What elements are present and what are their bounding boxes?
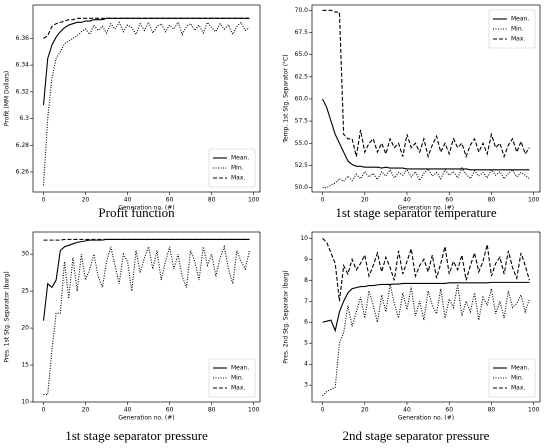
y-axis-label: Pres. 1st Stg. Separator (barg) <box>4 271 11 362</box>
x-tick-label: 80 <box>488 407 496 414</box>
legend-label: Mean. <box>231 365 249 372</box>
y-tick-label: 20 <box>21 325 29 332</box>
y-tick-label: 10 <box>21 399 29 406</box>
series-line <box>43 17 250 39</box>
y-tick-label: 70.0 <box>295 7 309 14</box>
y-tick-label: 4 <box>304 361 308 368</box>
x-tick-label: 20 <box>361 407 369 414</box>
series-line <box>322 284 530 397</box>
x-tick-label: 0 <box>42 197 46 204</box>
y-tick-label: 52.5 <box>295 162 309 169</box>
x-axis-label: Generation no. (#) <box>398 205 454 212</box>
y-tick-label: 3 <box>304 382 308 389</box>
legend-label: Max. <box>511 36 525 43</box>
legend-label: Mean. <box>511 365 529 372</box>
x-tick-label: 60 <box>445 407 453 414</box>
x-tick-label: 20 <box>361 197 369 204</box>
caption: 1st stage separator temperature <box>335 205 497 220</box>
x-tick-label: 0 <box>321 197 325 204</box>
x-tick-label: 40 <box>124 197 132 204</box>
x-tick-label: 40 <box>124 407 132 414</box>
x-tick-label: 100 <box>248 407 260 414</box>
x-tick-label: 60 <box>166 407 174 414</box>
x-tick-label: 0 <box>321 407 325 414</box>
y-axis-label: Temp. 1st Stg. Separator (°C) <box>283 54 290 143</box>
x-tick-label: 60 <box>166 197 174 204</box>
series-line <box>322 98 530 171</box>
series-line <box>43 238 250 241</box>
caption: Profit function <box>98 205 175 220</box>
x-axis-label: Generation no. (#) <box>398 415 454 422</box>
caption: 2nd stage separator pressure <box>343 428 490 443</box>
x-axis-label: Generation no. (#) <box>118 415 174 422</box>
subplot: 0 20 40 60 80 100 6.26 6.28 6.3 6.32 6.34 6.36 Gener… <box>4 4 261 220</box>
x-tick-label: 80 <box>208 197 216 204</box>
legend-label: Max. <box>511 385 525 392</box>
x-axis-label: Generation no. (#) <box>118 205 174 212</box>
legend-label: Max. <box>231 385 245 392</box>
y-tick-label: 57.5 <box>295 118 309 125</box>
x-tick-label: 40 <box>403 407 411 414</box>
y-tick-label: 60.0 <box>295 95 309 102</box>
series-line <box>42 21 250 186</box>
y-tick-label: 62.5 <box>295 73 309 80</box>
legend-label: Min. <box>511 26 524 33</box>
legend-label: Max. <box>231 175 245 182</box>
subplot: 0 20 40 60 80 100 10 15 20 25 30 Generation no. (#)… <box>4 231 261 443</box>
y-tick-label: 6.26 <box>16 168 30 175</box>
legend-label: Min. <box>511 375 524 382</box>
x-tick-label: 100 <box>528 407 540 414</box>
y-tick-label: 6 <box>304 319 308 326</box>
series-line <box>322 166 530 189</box>
y-tick-label: 15 <box>21 362 29 369</box>
y-tick-label: 10 <box>300 235 308 242</box>
y-tick-label: 9 <box>304 256 308 263</box>
series-line <box>42 17 250 106</box>
legend-label: Mean. <box>511 16 529 23</box>
x-tick-label: 40 <box>403 197 411 204</box>
y-tick-label: 6.32 <box>16 88 30 95</box>
y-axis-label: Pres. 2nd Stg. Separator (barg) <box>283 270 290 363</box>
y-axis-label: Profit (MM Dollars) <box>4 71 11 126</box>
series-line <box>322 9 530 159</box>
plot-frame <box>32 231 261 403</box>
plot-frame <box>311 231 541 403</box>
y-tick-label: 30 <box>21 251 29 258</box>
plot-frame <box>32 4 261 193</box>
series-line <box>42 238 250 321</box>
x-tick-label: 0 <box>42 407 46 414</box>
series-line <box>322 237 530 302</box>
legend-label: Mean. <box>231 155 249 162</box>
x-tick-label: 80 <box>488 197 496 204</box>
subplot: 0 20 40 60 80 100 3 4 5 6 7 8 9 10 Generation no. (#) P… <box>283 231 541 443</box>
y-tick-label: 6.28 <box>16 142 30 149</box>
y-tick-label: 65.0 <box>295 51 309 58</box>
y-tick-label: 7 <box>304 298 308 305</box>
x-tick-label: 60 <box>445 197 453 204</box>
x-tick-label: 100 <box>248 197 260 204</box>
x-tick-label: 20 <box>82 407 90 414</box>
x-tick-label: 20 <box>82 197 90 204</box>
plot-frame <box>311 4 541 193</box>
y-tick-label: 67.5 <box>295 29 309 36</box>
legend-label: Min. <box>231 165 244 172</box>
y-tick-label: 6.36 <box>16 35 30 42</box>
x-tick-label: 80 <box>208 407 216 414</box>
y-tick-label: 8 <box>304 277 308 284</box>
y-tick-label: 50.0 <box>295 184 309 191</box>
series-line <box>322 281 530 333</box>
x-tick-label: 100 <box>528 197 540 204</box>
y-tick-label: 6.3 <box>19 115 29 122</box>
y-tick-label: 25 <box>21 288 29 295</box>
legend-label: Min. <box>231 375 244 382</box>
y-tick-label: 5 <box>304 340 308 347</box>
subplot: 0 20 40 60 80 100 50.0 52.5 55.0 57.5 60.0 62.5 65.0… <box>283 4 541 220</box>
y-tick-label: 6.34 <box>16 62 30 69</box>
y-tick-label: 55.0 <box>295 140 309 147</box>
caption: 1st stage separator pressure <box>65 428 208 443</box>
